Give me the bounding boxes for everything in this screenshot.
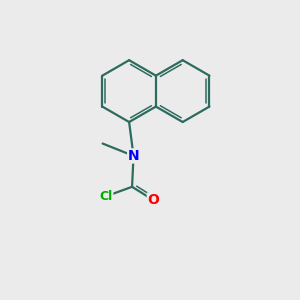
Text: O: O (147, 193, 159, 207)
Text: N: N (128, 149, 139, 163)
Text: Cl: Cl (100, 190, 113, 203)
